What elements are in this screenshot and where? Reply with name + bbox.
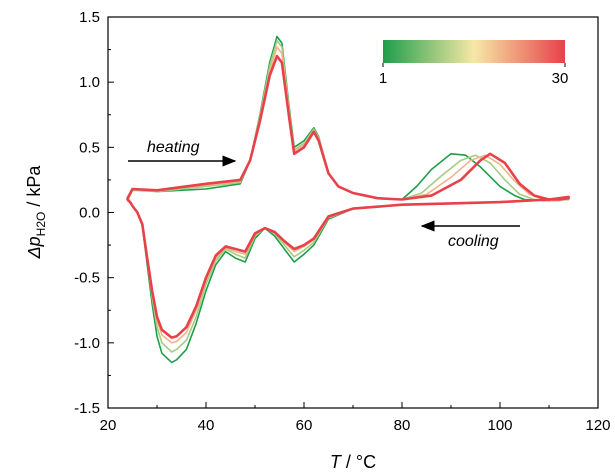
x-tick-label: 60 bbox=[296, 417, 313, 434]
x-tick-label: 80 bbox=[394, 417, 411, 434]
heating-curve-cycle-30 bbox=[126, 54, 570, 201]
x-tick-label: 100 bbox=[487, 417, 512, 434]
y-axis-ticks: -1.5 -1.0 -0.5 0.0 0.5 1.0 1.5 bbox=[74, 9, 114, 417]
x-tick-label: 120 bbox=[585, 417, 610, 434]
y-tick-label: 0.5 bbox=[79, 139, 100, 156]
series-layer bbox=[126, 35, 570, 364]
cooling-curve-cycle-30 bbox=[126, 195, 570, 339]
y-axis-title: ΔpH2O / kPa bbox=[24, 165, 48, 260]
heating-curve-cycle-10 bbox=[126, 39, 570, 202]
y-tick-label: -0.5 bbox=[74, 270, 100, 287]
y-tick-label: 0.0 bbox=[79, 205, 100, 222]
cooling-curve-cycle-1 bbox=[126, 196, 570, 364]
colorbar-min-label: 1 bbox=[379, 70, 387, 87]
x-axis-title: T / °C bbox=[330, 452, 376, 472]
x-axis-ticks: 20 40 60 80 100 120 bbox=[100, 402, 611, 434]
cooling-label: cooling bbox=[448, 233, 499, 250]
colorbar-max-label: 30 bbox=[552, 70, 569, 87]
y-tick-label: 1.0 bbox=[79, 74, 100, 91]
plot-area-frame bbox=[107, 16, 599, 409]
x-tick-label: 20 bbox=[100, 417, 117, 434]
y-tick-label: -1.5 bbox=[74, 400, 100, 417]
x-tick-label: 40 bbox=[198, 417, 215, 434]
y-tick-label: -1.0 bbox=[74, 335, 100, 352]
colorbar bbox=[383, 40, 565, 63]
heating-label: heating bbox=[147, 139, 200, 156]
y-tick-label: 1.5 bbox=[79, 9, 100, 26]
